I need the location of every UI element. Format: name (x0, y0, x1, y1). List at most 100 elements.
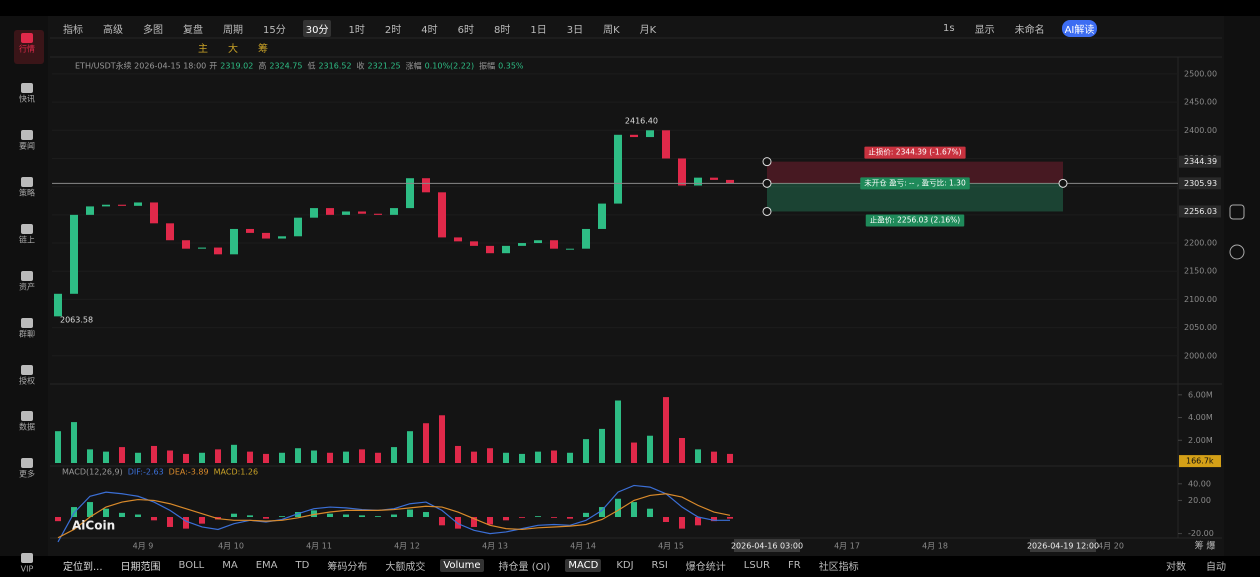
handle[interactable] (1058, 178, 1068, 188)
toolbar-item[interactable]: 复盘 (183, 24, 203, 36)
macd-bar (439, 517, 445, 526)
volume-bar (167, 450, 173, 463)
ohlc-info: 高 (258, 61, 266, 71)
indicator-tab[interactable]: 持仓量 (OI) (498, 561, 551, 573)
price-marker: 2344.39 (1184, 157, 1217, 166)
indicator-tab[interactable]: 社区指标 (818, 561, 859, 573)
period-button[interactable]: 2时 (384, 24, 402, 36)
indicator-tab[interactable]: 爆仓统计 (685, 561, 726, 573)
indicator-tab[interactable]: BOLL (178, 559, 205, 571)
x-tick-label: 4月 14 (570, 542, 596, 551)
indicator-tab[interactable]: EMA (255, 559, 278, 571)
icon[interactable] (1229, 204, 1245, 220)
candle (134, 202, 142, 206)
volume-bar (487, 448, 493, 463)
drawing-tool[interactable]: 大 (228, 44, 238, 55)
macd-bar (551, 517, 557, 518)
period-button[interactable]: 30分 (302, 19, 332, 37)
candle (438, 192, 446, 238)
ohlc-info: 2316.52 (318, 62, 351, 71)
toolbar-item[interactable]: AI解读 (1061, 19, 1098, 37)
candle (262, 232, 270, 239)
volume-bar (87, 449, 93, 463)
bottom-item[interactable]: 日期范围 (120, 561, 161, 573)
drawing-tool[interactable]: 筹 (258, 44, 268, 55)
indicator-tab[interactable]: Volume (440, 558, 484, 572)
indicator-tab[interactable]: MA (222, 559, 238, 571)
candle (662, 130, 670, 159)
candle (182, 240, 190, 249)
ohlc-info: ETH/USDT永续 2026-04-15 18:00 (75, 61, 206, 71)
candle (358, 211, 366, 214)
volume-bar (471, 451, 477, 463)
toolbar-item[interactable]: 未命名 (1014, 24, 1045, 36)
x-tick-label: 4月 18 (922, 542, 948, 551)
candle (86, 206, 94, 215)
crosshair-label-bg (734, 539, 800, 552)
period-button[interactable]: 周K (603, 24, 620, 36)
volume-bar (391, 447, 397, 463)
period-button[interactable]: 1时 (348, 24, 365, 36)
indicator-tab[interactable]: 大额成交 (385, 561, 426, 573)
macd-bar (711, 517, 717, 522)
macd-bar (247, 515, 253, 518)
period-button[interactable]: 月K (639, 24, 657, 36)
indicator-tab[interactable]: TD (295, 559, 310, 571)
volume-bar (359, 449, 365, 463)
candle (278, 236, 286, 239)
volume-bar (263, 453, 269, 463)
period-button[interactable]: 1日 (530, 24, 547, 36)
y-tick-label: 40.00 (1188, 479, 1211, 488)
candle (230, 228, 238, 255)
handle[interactable] (762, 157, 772, 167)
drawing-tool[interactable]: 主 (198, 44, 208, 55)
candle (454, 237, 462, 242)
volume-bar (71, 422, 77, 463)
ohlc-info: 0.35% (498, 62, 524, 71)
macd-bar (135, 514, 141, 518)
volume-bar (407, 431, 413, 463)
toolbar-item[interactable]: 指标 (63, 24, 83, 36)
toolbar-item[interactable]: 显示 (974, 24, 995, 36)
low-label: 2063.58 (60, 315, 93, 324)
toolbar-item[interactable]: 周期 (223, 24, 243, 36)
period-button[interactable]: 15分 (263, 24, 286, 36)
indicator-tab[interactable]: MACD (565, 558, 602, 572)
ohlc-info: 0.10%(2.22) (425, 62, 474, 71)
y-tick-label: 2050.00 (1184, 323, 1217, 332)
indicator-tab[interactable]: KDJ (616, 559, 634, 571)
handle[interactable] (762, 206, 772, 216)
y-tick-label: 2100.00 (1184, 295, 1217, 304)
icon[interactable] (1229, 244, 1245, 260)
toolbar-item[interactable]: 1s (943, 22, 955, 34)
position-label-bg (860, 177, 970, 190)
bottom-item[interactable]: 自动 (1206, 561, 1226, 573)
toolbar-item[interactable]: 多图 (143, 24, 163, 36)
indicator-tab[interactable]: 筹码分布 (327, 561, 368, 573)
candle (374, 213, 382, 215)
macd-bar (519, 517, 525, 518)
bottom-item[interactable]: 定位到... (63, 561, 103, 573)
ohlc-info: 振幅 (479, 61, 495, 71)
stop-zone (767, 161, 1063, 184)
bottom-item[interactable]: 对数 (1166, 561, 1186, 573)
macd-line (57, 493, 731, 539)
period-button[interactable]: 6时 (457, 24, 474, 36)
crosshair-label: 2026-04-19 12:00 (1027, 542, 1099, 551)
y-tick-label: 2000.00 (1184, 351, 1217, 360)
period-button[interactable]: 4时 (421, 24, 438, 36)
macd-legend: DIF:-2.63 (128, 468, 164, 477)
candle (598, 203, 606, 229)
period-button[interactable]: 3日 (566, 24, 584, 36)
period-button[interactable]: 8时 (493, 24, 511, 36)
macd-line (57, 484, 730, 543)
indicator-tab[interactable]: LSUR (743, 559, 770, 571)
indicator-tab[interactable]: FR (787, 559, 801, 571)
handle[interactable] (762, 178, 772, 188)
ohlc-info: 涨幅 (406, 61, 422, 71)
toolbar-item[interactable]: 高级 (103, 24, 123, 36)
price-marker: 2256.03 (1184, 207, 1217, 216)
macd-bar (423, 512, 429, 518)
indicator-tab[interactable]: RSI (651, 559, 668, 571)
volume-bar (135, 452, 141, 463)
